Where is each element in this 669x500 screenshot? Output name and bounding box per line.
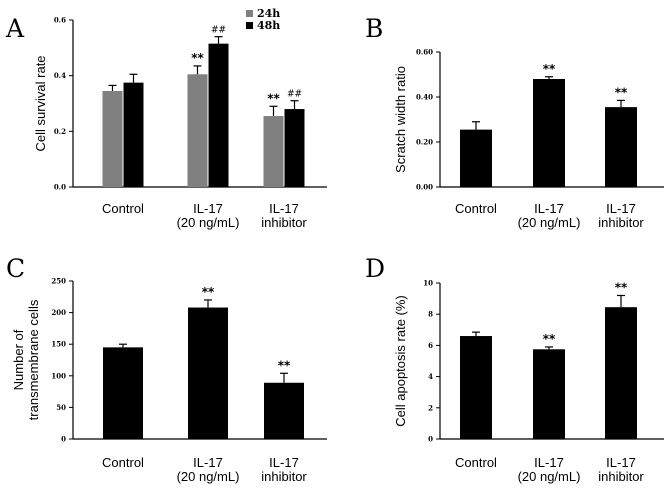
bar-apoptosis-1 <box>533 349 565 439</box>
y-tick-label: 8 <box>428 310 433 319</box>
significance-label: ## <box>211 26 226 36</box>
bar-24h-0 <box>102 90 123 187</box>
y-tick-label: 0.0 <box>54 183 66 192</box>
x-tick-label: IL-17 inhibitor <box>261 455 307 484</box>
y-axis-label: Number oftransmembrane cells <box>11 299 41 420</box>
y-tick-label: 4 <box>428 372 433 381</box>
x-tick-label: Control <box>102 201 144 216</box>
significance-label: ** <box>543 62 556 76</box>
y-tick-label: 0.6 <box>54 16 66 25</box>
legend-swatch-48h <box>246 22 253 29</box>
y-axis-label: Scratch width ratio <box>393 66 408 173</box>
legend-label-24h: 24h <box>257 7 280 20</box>
bar-48h-2 <box>284 109 305 187</box>
bar-24h-2 <box>263 116 284 187</box>
bar-cells-0 <box>103 347 143 439</box>
y-tick-label: 100 <box>51 371 66 380</box>
y-tick-label: 6 <box>428 341 433 350</box>
x-tick-label: IL-17 (20 ng/mL) <box>518 455 581 484</box>
chart-d: 0 2 4 6 8 10 Cell apoptosis rate (%) Control IL-… <box>393 279 664 484</box>
legend-label-48h: 48h <box>257 19 280 32</box>
y-tick-label: 50 <box>56 403 66 412</box>
significance-label: ** <box>615 280 628 294</box>
bar-apoptosis-0 <box>460 336 492 439</box>
y-tick-label: 150 <box>51 340 66 349</box>
x-tick-label: IL-17 (20 ng/mL) <box>518 201 581 230</box>
x-tick-label: IL-17 inhibitor <box>261 201 307 230</box>
y-tick-label: 2 <box>428 403 433 412</box>
significance-label: ** <box>615 85 628 99</box>
chart-b: 0.00 0.20 0.40 0.60 Scratch width ratio Contr… <box>393 48 664 230</box>
bar-24h-1 <box>187 74 208 187</box>
panel-letter-c: C <box>6 254 25 283</box>
bar-cells-1 <box>188 307 228 439</box>
x-tick-label: IL-17 (20 ng/mL) <box>177 201 240 230</box>
significance-label: ** <box>267 91 280 105</box>
y-tick-label: 0.2 <box>54 127 66 136</box>
y-axis-label: Cell survival rate <box>33 55 48 151</box>
x-tick-label: Control <box>102 455 144 470</box>
y-tick-label: 0.4 <box>54 71 66 80</box>
chart-c: 0 50 100 150 200 250 Number oftransmembrane ce… <box>11 277 327 484</box>
panel-letter-b: B <box>365 14 383 43</box>
y-tick-label: 0.20 <box>416 138 433 147</box>
panel-letter-a: A <box>5 14 25 43</box>
y-tick-label: 0.40 <box>416 93 433 102</box>
y-tick-label: 200 <box>51 308 66 317</box>
y-tick-label: 0 <box>428 435 433 444</box>
x-tick-label: IL-17 (20 ng/mL) <box>177 455 240 484</box>
y-tick-label: 0 <box>61 435 66 444</box>
legend-swatch-24h <box>246 10 253 17</box>
bar-apoptosis-2 <box>605 307 637 439</box>
y-tick-label: 0.00 <box>416 183 433 192</box>
plots: 0.0 0.2 0.4 0.6 Cell survival rate Control IL-… <box>11 7 664 484</box>
x-tick-label: Control <box>455 455 497 470</box>
bar-48h-0 <box>123 82 144 187</box>
significance-label: ** <box>191 51 204 65</box>
y-tick-label: 250 <box>51 277 66 286</box>
x-tick-label: IL-17 inhibitor <box>598 201 644 230</box>
bar-ratio-1 <box>533 79 565 187</box>
y-axis-label: Cell apoptosis rate (%) <box>393 295 408 427</box>
significance-label: ** <box>278 358 291 372</box>
panel-letter-d: D <box>365 254 385 283</box>
significance-label: ## <box>287 90 302 100</box>
bar-ratio-2 <box>605 107 637 187</box>
bar-ratio-0 <box>460 129 492 187</box>
significance-label: ** <box>543 332 556 346</box>
x-tick-label: IL-17 inhibitor <box>598 455 644 484</box>
bar-cells-2 <box>264 382 304 439</box>
chart-a: 0.0 0.2 0.4 0.6 Cell survival rate Control IL-… <box>33 7 327 230</box>
bar-48h-1 <box>208 43 229 188</box>
y-tick-label: 10 <box>423 279 433 288</box>
significance-label: ** <box>202 285 215 299</box>
x-tick-label: Control <box>455 201 497 216</box>
y-tick-label: 0.60 <box>416 48 433 57</box>
